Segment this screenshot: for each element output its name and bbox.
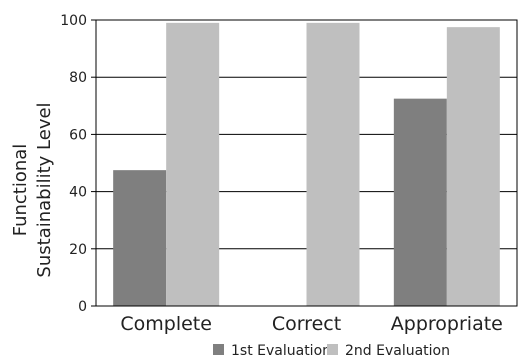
legend-label-1st-evaluation: 1st Evaluation: [231, 343, 331, 359]
bars: [113, 22, 500, 307]
y-tick-label-0: 0: [78, 299, 87, 315]
x-category-label-correct: Correct: [272, 313, 341, 335]
legend: 1st Evaluation 2nd Evaluation: [213, 343, 450, 359]
legend-swatch-2nd-evaluation: [327, 344, 338, 355]
bar-correct-2nd-evaluation: [306, 22, 360, 307]
x-category-label-appropriate: Appropriate: [391, 313, 503, 335]
x-categories: Complete Correct Appropriate: [120, 313, 502, 335]
bar-complete-2nd-evaluation: [166, 22, 220, 307]
y-axis-title: Functional Sustainability Level: [10, 102, 55, 277]
legend-label-2nd-evaluation: 2nd Evaluation: [345, 343, 450, 359]
y-ticks: 0 20 40 60 80 100: [60, 13, 96, 315]
bar-appropriate-2nd-evaluation: [446, 27, 500, 307]
y-axis-title-line-1: Functional: [10, 144, 31, 237]
y-tick-label-80: 80: [69, 70, 87, 86]
y-tick-label-20: 20: [69, 242, 87, 258]
y-tick-label-100: 100: [60, 13, 87, 29]
y-axis-title-line-2: Sustainability Level: [34, 102, 55, 277]
x-category-label-complete: Complete: [120, 313, 212, 335]
y-tick-label-40: 40: [69, 185, 87, 201]
plot-frame: [95, 19, 518, 307]
y-tick-label-60: 60: [69, 127, 87, 143]
bar-appropriate-1st-evaluation: [393, 98, 447, 307]
legend-swatch-1st-evaluation: [213, 344, 224, 355]
bar-complete-1st-evaluation: [113, 170, 167, 306]
